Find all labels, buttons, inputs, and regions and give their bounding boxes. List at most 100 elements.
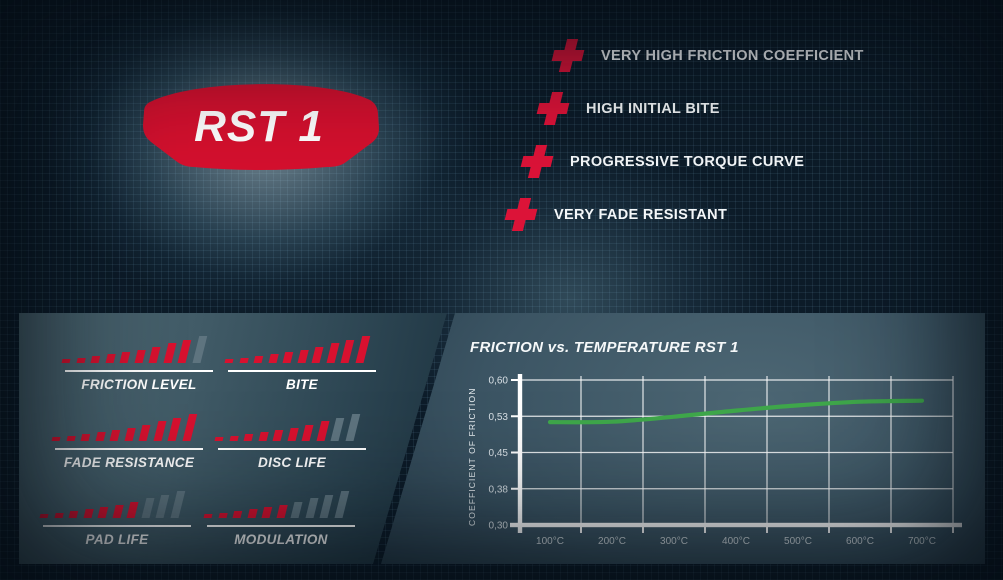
rating-bar	[215, 437, 224, 441]
rating-label: FRICTION LEVEL	[81, 377, 197, 392]
rating-label: MODULATION	[234, 532, 328, 547]
rating-bar	[139, 425, 151, 442]
rating-block: FADE RESISTANCE	[55, 413, 203, 470]
friction-curve	[547, 398, 925, 425]
rating-bar	[182, 414, 197, 442]
rating-bar	[69, 511, 79, 518]
rating-label: FADE RESISTANCE	[63, 455, 195, 470]
y-axis-line	[517, 374, 523, 533]
x-tick-label: 600°C	[846, 536, 874, 547]
rating-label: BITE	[286, 377, 318, 392]
rating-bar	[345, 414, 360, 442]
rating-bar	[233, 511, 243, 518]
rating-block: DISC LIFE	[218, 413, 366, 470]
rating-bar	[276, 505, 287, 519]
rating-bar	[192, 336, 207, 364]
feature-item: VERY FADE RESISTANT	[506, 198, 727, 231]
rating-bar	[149, 347, 161, 364]
plus-icon	[502, 198, 540, 231]
product-name: RST 1	[194, 102, 324, 151]
feature-label: HIGH INITIAL BITE	[586, 100, 720, 117]
x-tick-label: 100°C	[536, 536, 564, 547]
rating-bars	[204, 490, 359, 518]
rating-bar	[320, 495, 334, 519]
rating-bar	[98, 507, 109, 518]
rating-bar	[156, 495, 170, 519]
x-tick-label: 200°C	[598, 536, 626, 547]
rating-underline	[43, 525, 191, 527]
rating-bar	[225, 359, 234, 363]
rating-bar	[287, 428, 298, 442]
plus-icon	[534, 92, 572, 125]
rating-bar	[66, 436, 75, 441]
rating-bar	[76, 358, 85, 363]
y-tick-label: 0,30	[489, 521, 509, 532]
rating-underline	[228, 370, 376, 372]
product-badge: RST 1	[143, 84, 379, 170]
plus-icon	[518, 145, 556, 178]
rating-bars	[62, 335, 217, 363]
rating-bar	[334, 491, 349, 519]
x-tick-label: 700°C	[908, 536, 936, 547]
rating-bar	[297, 350, 308, 364]
x-tick-label: 500°C	[784, 536, 812, 547]
rating-bar	[283, 352, 294, 363]
rating-bar	[134, 350, 145, 364]
y-tick-label: 0,38	[489, 484, 509, 495]
feature-label: VERY HIGH FRICTION COEFFICIENT	[601, 47, 864, 64]
rating-bar	[341, 340, 355, 364]
feature-item: PROGRESSIVE TORQUE CURVE	[522, 145, 804, 178]
rating-bar	[170, 491, 185, 519]
friction-chart: 0,60 0,53 0,45 0,38 0,30 100°C 200°C 300°C 400°C…	[489, 374, 962, 547]
rating-bar	[168, 418, 182, 442]
rating-bar	[316, 421, 329, 441]
chart-panel: FRICTION vs. TEMPERATURE RST 1 COEFFICIE…	[381, 313, 985, 564]
rating-bar	[262, 507, 273, 518]
x-tick-label: 300°C	[660, 536, 688, 547]
x-tick-label: 400°C	[722, 536, 750, 547]
feature-item: HIGH INITIAL BITE	[538, 92, 720, 125]
rating-bar	[273, 430, 284, 441]
y-tick-label: 0,45	[489, 448, 509, 459]
rating-bar	[268, 354, 278, 363]
rating-bar	[52, 437, 61, 441]
rating-bars	[215, 413, 370, 441]
rating-underline	[218, 448, 366, 450]
rating-bar	[40, 514, 49, 518]
rating-bar	[305, 498, 318, 518]
rating-bar	[326, 343, 339, 363]
rating-bar	[291, 502, 303, 519]
plus-icon	[549, 39, 587, 72]
rating-bar	[218, 513, 227, 518]
rating-bar	[105, 354, 115, 363]
rating-underline	[65, 370, 213, 372]
rating-bar	[258, 432, 268, 441]
rating-bar	[127, 502, 139, 519]
rating-bar	[54, 513, 63, 518]
feature-label: VERY FADE RESISTANT	[554, 206, 728, 223]
rating-bar	[163, 343, 176, 363]
rating-bar	[178, 340, 192, 364]
rating-bar	[83, 509, 93, 518]
rating-block: MODULATION	[207, 490, 355, 547]
x-axis-line	[510, 522, 962, 528]
rating-bar	[312, 347, 324, 364]
rating-bar	[204, 514, 213, 518]
rating-bar	[244, 434, 254, 441]
rating-bar	[141, 498, 154, 518]
rating-bar	[254, 356, 264, 363]
rating-bar	[62, 359, 71, 363]
rating-bar	[95, 432, 105, 441]
ratings-panel: FRICTION LEVEL BITE FADE RESISTANCE DISC LI…	[19, 313, 447, 564]
rating-bar	[124, 428, 135, 442]
rating-bars	[225, 335, 380, 363]
feature-label: PROGRESSIVE TORQUE CURVE	[570, 153, 805, 170]
rating-label: PAD LIFE	[85, 532, 149, 547]
rating-bar	[153, 421, 166, 441]
rating-bar	[239, 358, 248, 363]
feature-item: VERY HIGH FRICTION COEFFICIENT	[553, 39, 864, 72]
rating-underline	[55, 448, 203, 450]
rating-bar	[355, 336, 370, 364]
rating-bar	[331, 418, 345, 442]
